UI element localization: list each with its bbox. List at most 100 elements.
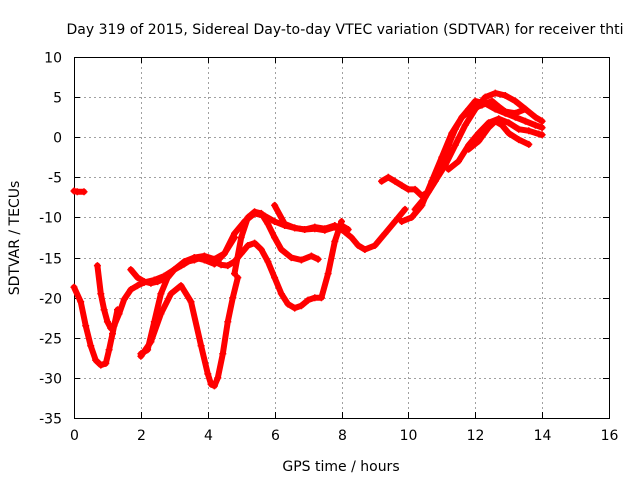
data-point [105,346,113,354]
data-point [164,274,172,282]
data-point [304,296,312,304]
data-point [411,205,419,213]
data-point [515,136,523,144]
data-point [77,298,85,306]
data-point [70,283,78,291]
y-tick-label: 0 [53,131,62,147]
y-tick-label: 5 [53,91,62,107]
x-tick-label: 14 [534,428,552,444]
data-point [441,161,449,169]
data-point [291,304,299,312]
data-point [408,213,416,221]
data-point [102,359,110,367]
data-point [167,290,175,298]
data-point [157,290,165,298]
x-tick-label: 12 [467,428,485,444]
data-point [501,108,509,116]
data-point [331,238,339,245]
data-point [147,279,155,287]
x-axis-title: GPS time / hours [282,459,399,475]
data-point [348,234,355,241]
data-point [137,350,145,358]
series-8 [271,201,352,234]
data-point [214,374,222,382]
chart-title: Day 319 of 2015, Sidereal Day-to-day VTE… [67,22,624,38]
data-point [521,117,529,125]
series-trace [127,254,238,287]
data-point [451,141,459,149]
data-point [438,153,446,161]
data-point [481,93,489,101]
data-point [324,270,332,278]
data-point [231,230,238,237]
x-tick-label: 8 [338,428,347,444]
y-tick-label: -35 [39,412,62,428]
data-point [204,370,212,378]
axis-ticks [74,57,610,419]
x-tick-label: 0 [70,428,79,444]
series-trace [71,284,121,369]
data-point [87,342,95,350]
data-point [251,208,259,216]
data-point [244,213,252,221]
data-point [150,318,158,326]
data-point [307,252,315,260]
data-point [237,234,245,241]
data-point [455,157,462,165]
data-point [531,113,539,121]
data-point [401,205,409,213]
data-point [244,242,252,249]
data-point [391,177,399,185]
data-point [445,165,452,173]
data-point [391,218,399,225]
data-point [461,121,469,129]
x-tick-label: 6 [271,428,280,444]
data-point [538,131,546,139]
data-point [411,185,419,193]
data-point [120,295,128,303]
data-point [271,201,279,209]
series-4 [137,274,242,390]
data-point [448,129,456,137]
data-point [271,218,279,225]
data-point [458,113,466,121]
data-point [134,274,141,282]
data-point [491,117,499,125]
series-trace [231,218,345,312]
data-point [257,209,265,217]
data-point [271,234,279,241]
data-point [110,322,118,330]
data-point [219,350,227,358]
data-point [311,225,319,233]
data-point [231,258,238,266]
data-point [511,109,519,117]
data-point [93,262,101,270]
data-point [170,266,178,274]
data-point [97,290,105,298]
data-point [82,322,90,330]
series-0 [70,187,88,196]
series-7 [231,218,345,312]
data-point [217,261,225,269]
data-point [187,298,195,306]
x-tick-label: 4 [204,428,213,444]
y-tick-label: -30 [39,372,62,388]
data-series [70,89,546,390]
data-point [311,294,319,302]
data-point [210,255,218,263]
data-point [384,173,392,181]
data-point [321,226,329,234]
data-point [281,220,289,228]
data-point [190,254,198,262]
data-point [231,270,238,278]
data-point [501,92,509,99]
y-axis-title: SDTVAR / TECUs [7,181,23,296]
y-tick-label: -20 [39,292,62,308]
data-point [200,252,208,260]
data-point [271,274,279,282]
data-point [257,246,265,253]
x-tick-labels: 0 2 4 6 8 10 12 14 16 [70,428,618,444]
data-point [251,239,259,247]
data-point [317,294,325,302]
